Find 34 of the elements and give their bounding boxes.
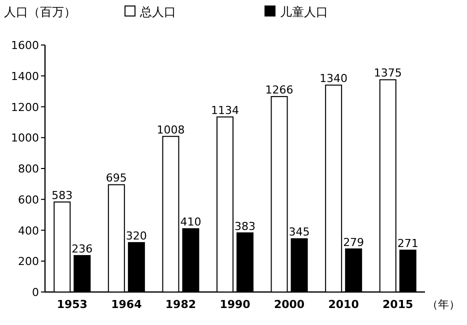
y-tick-label: 600 bbox=[18, 193, 39, 206]
x-tick-label: 1964 bbox=[111, 298, 142, 311]
y-axis-title: 人口（百万） bbox=[4, 5, 76, 19]
data-label: 320 bbox=[126, 230, 147, 243]
x-tick-label: 1990 bbox=[220, 298, 251, 311]
data-label: 1008 bbox=[156, 123, 185, 136]
x-tick-label: 2015 bbox=[382, 298, 414, 311]
data-label: 383 bbox=[234, 220, 256, 233]
y-tick-label: 1000 bbox=[11, 132, 39, 145]
y-tick-label: 0 bbox=[32, 286, 39, 299]
y-tick-label: 1600 bbox=[11, 39, 39, 52]
y-tick-label: 200 bbox=[18, 255, 39, 268]
legend-label: 总人口 bbox=[139, 5, 176, 19]
data-label: 271 bbox=[397, 237, 418, 250]
x-tick-label: 1982 bbox=[165, 298, 196, 311]
data-label: 410 bbox=[180, 216, 202, 229]
data-label: 236 bbox=[72, 242, 93, 256]
data-label: 695 bbox=[106, 172, 127, 185]
y-tick-label: 800 bbox=[18, 162, 39, 176]
data-label: 1340 bbox=[320, 72, 348, 86]
x-axis-title: （年） bbox=[427, 298, 460, 311]
data-label: 345 bbox=[288, 226, 310, 239]
x-tick-label: 1953 bbox=[56, 298, 88, 311]
data-label: 279 bbox=[343, 236, 364, 249]
data-label: 1375 bbox=[374, 66, 402, 80]
data-label: 1266 bbox=[265, 84, 294, 97]
x-tick-label: 2000 bbox=[274, 298, 305, 311]
data-label: 1134 bbox=[211, 104, 239, 117]
y-tick-label: 1200 bbox=[11, 100, 39, 114]
data-label: 583 bbox=[52, 189, 73, 202]
legend-label: 儿童人口 bbox=[280, 5, 328, 19]
y-tick-label: 1400 bbox=[11, 70, 39, 83]
x-tick-label: 2010 bbox=[328, 298, 360, 311]
y-tick-label: 400 bbox=[18, 224, 39, 238]
